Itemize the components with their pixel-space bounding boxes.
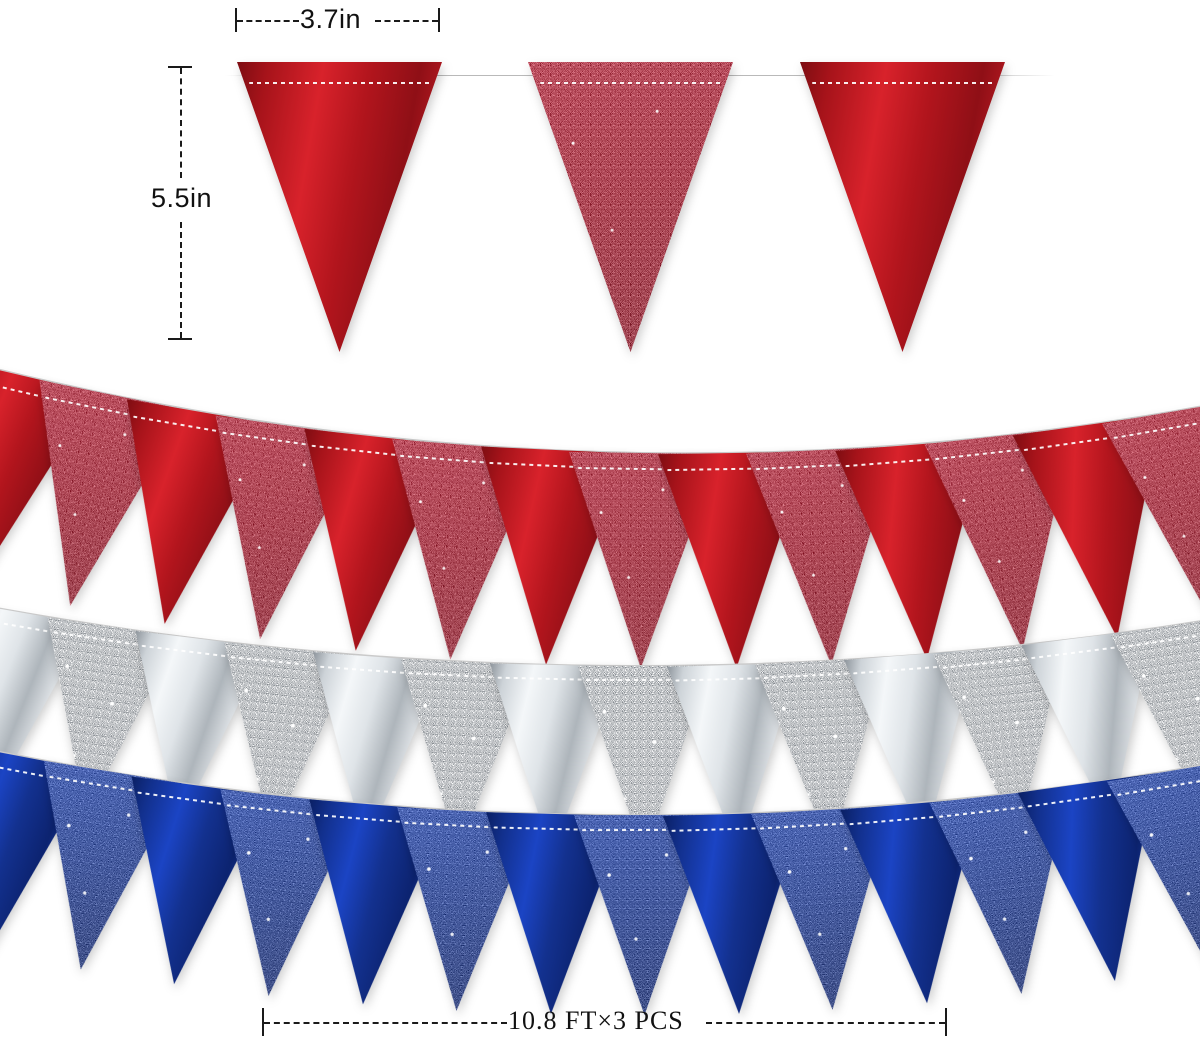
height-dim-top-cap <box>168 66 192 68</box>
sample-pennant-2 <box>528 62 733 352</box>
top-sample-pennants <box>0 0 1200 360</box>
width-dim-right-line <box>375 20 438 22</box>
blue-garland <box>0 730 1200 1000</box>
pennant-stitching <box>540 82 721 85</box>
length-dim-right-cap <box>945 1008 947 1036</box>
width-dimension-label: 3.7in <box>300 4 362 34</box>
pennant-stitching <box>1117 773 1200 795</box>
pennant-triangle <box>237 62 442 352</box>
pennant-stitching <box>812 82 993 85</box>
pennant-triangle <box>800 62 1005 352</box>
height-dim-lower-line <box>180 222 182 338</box>
pennant-triangle <box>528 62 733 352</box>
height-dim-upper-line <box>180 68 182 178</box>
width-dim-right-cap <box>438 8 440 32</box>
sample-pennant-1 <box>237 62 442 352</box>
pennant-stitching <box>1113 415 1200 439</box>
pennant-stitching <box>1120 629 1200 648</box>
height-dimension-label: 5.5in <box>151 183 213 213</box>
width-dim-left-cap <box>235 8 237 32</box>
length-dim-left-line <box>264 1022 507 1024</box>
height-dim-bottom-cap <box>168 338 192 340</box>
sample-pennant-3 <box>800 62 1005 352</box>
length-dimension-label: 10.8 FT×3 PCS <box>508 1006 684 1035</box>
pennant-stitching <box>249 82 430 85</box>
length-dim-left-cap <box>262 1008 264 1036</box>
length-dim-right-line <box>706 1022 945 1024</box>
width-dim-left-line <box>237 20 299 22</box>
